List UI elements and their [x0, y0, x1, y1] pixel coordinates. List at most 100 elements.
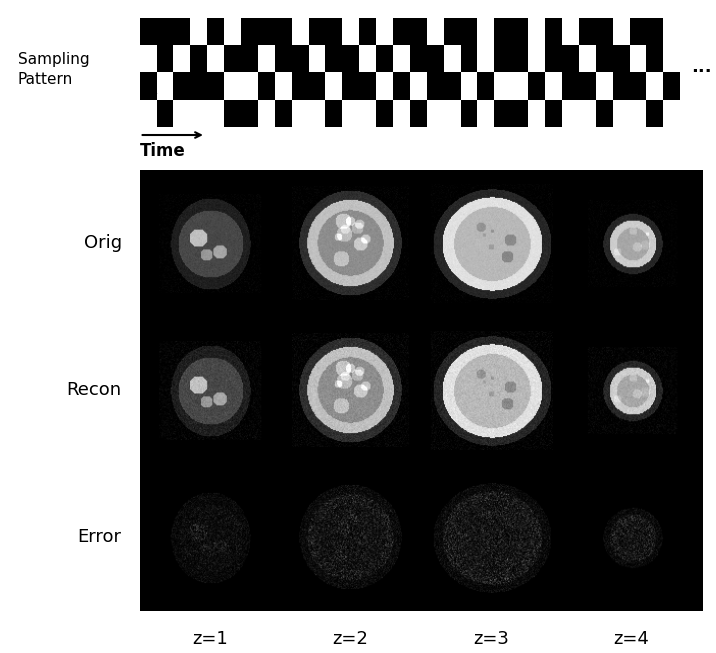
Bar: [140, 72, 157, 100]
Bar: [478, 18, 494, 45]
Bar: [427, 100, 444, 127]
Bar: [562, 18, 579, 45]
Bar: [528, 72, 545, 100]
Text: Recon: Recon: [67, 381, 122, 399]
Bar: [207, 72, 224, 100]
Bar: [342, 18, 359, 45]
Bar: [309, 18, 326, 45]
Text: $k_z$: $k_z$: [146, 88, 159, 101]
Bar: [511, 100, 528, 127]
Bar: [410, 72, 427, 100]
Bar: [596, 72, 613, 100]
Text: $k_y$: $k_y$: [156, 105, 169, 121]
Bar: [562, 100, 579, 127]
Bar: [173, 45, 190, 72]
Bar: [663, 18, 680, 45]
Bar: [359, 18, 376, 45]
Bar: [376, 45, 393, 72]
Bar: [494, 45, 511, 72]
Bar: [629, 45, 647, 72]
Bar: [258, 100, 275, 127]
Bar: [528, 100, 545, 127]
Bar: [444, 100, 460, 127]
Bar: [241, 72, 258, 100]
Bar: [410, 100, 427, 127]
Bar: [579, 72, 596, 100]
Bar: [140, 18, 157, 45]
Bar: [207, 45, 224, 72]
Text: Sampling
Pattern: Sampling Pattern: [18, 52, 90, 88]
Bar: [157, 100, 173, 127]
Bar: [427, 72, 444, 100]
Bar: [157, 72, 173, 100]
Bar: [460, 45, 478, 72]
Text: z=2: z=2: [332, 629, 368, 648]
Text: Error: Error: [78, 528, 122, 546]
Bar: [596, 45, 613, 72]
Bar: [511, 72, 528, 100]
Bar: [663, 45, 680, 72]
Bar: [173, 18, 190, 45]
Bar: [291, 45, 309, 72]
Bar: [545, 18, 562, 45]
Bar: [579, 45, 596, 72]
Bar: [140, 45, 157, 72]
Bar: [224, 18, 241, 45]
Bar: [190, 100, 207, 127]
Bar: [342, 100, 359, 127]
Bar: [326, 72, 342, 100]
Bar: [359, 45, 376, 72]
Bar: [629, 72, 647, 100]
Bar: [460, 72, 478, 100]
Bar: [275, 100, 291, 127]
Bar: [511, 18, 528, 45]
Bar: [140, 100, 157, 127]
Bar: [663, 72, 680, 100]
Bar: [291, 100, 309, 127]
Bar: [291, 18, 309, 45]
Bar: [478, 100, 494, 127]
Bar: [309, 45, 326, 72]
Bar: [613, 18, 629, 45]
Bar: [393, 18, 410, 45]
Bar: [613, 45, 629, 72]
Text: z=1: z=1: [192, 629, 228, 648]
Bar: [596, 100, 613, 127]
Bar: [629, 18, 647, 45]
Bar: [647, 72, 663, 100]
Bar: [427, 18, 444, 45]
Bar: [460, 100, 478, 127]
Bar: [207, 100, 224, 127]
Bar: [647, 100, 663, 127]
Bar: [647, 45, 663, 72]
Bar: [478, 45, 494, 72]
Bar: [190, 18, 207, 45]
Bar: [494, 18, 511, 45]
Bar: [478, 72, 494, 100]
Bar: [376, 100, 393, 127]
Bar: [545, 100, 562, 127]
Text: ...: ...: [691, 58, 712, 76]
Bar: [629, 100, 647, 127]
Bar: [545, 72, 562, 100]
Bar: [207, 18, 224, 45]
Bar: [528, 45, 545, 72]
Bar: [393, 45, 410, 72]
Bar: [241, 100, 258, 127]
Bar: [258, 45, 275, 72]
Bar: [427, 45, 444, 72]
Bar: [444, 18, 460, 45]
Bar: [359, 72, 376, 100]
Text: z=4: z=4: [614, 629, 649, 648]
Bar: [562, 72, 579, 100]
Bar: [326, 18, 342, 45]
Bar: [224, 45, 241, 72]
Bar: [579, 18, 596, 45]
Bar: [545, 45, 562, 72]
Bar: [596, 18, 613, 45]
Bar: [613, 100, 629, 127]
Bar: [241, 18, 258, 45]
Bar: [275, 45, 291, 72]
Bar: [190, 45, 207, 72]
Bar: [444, 72, 460, 100]
